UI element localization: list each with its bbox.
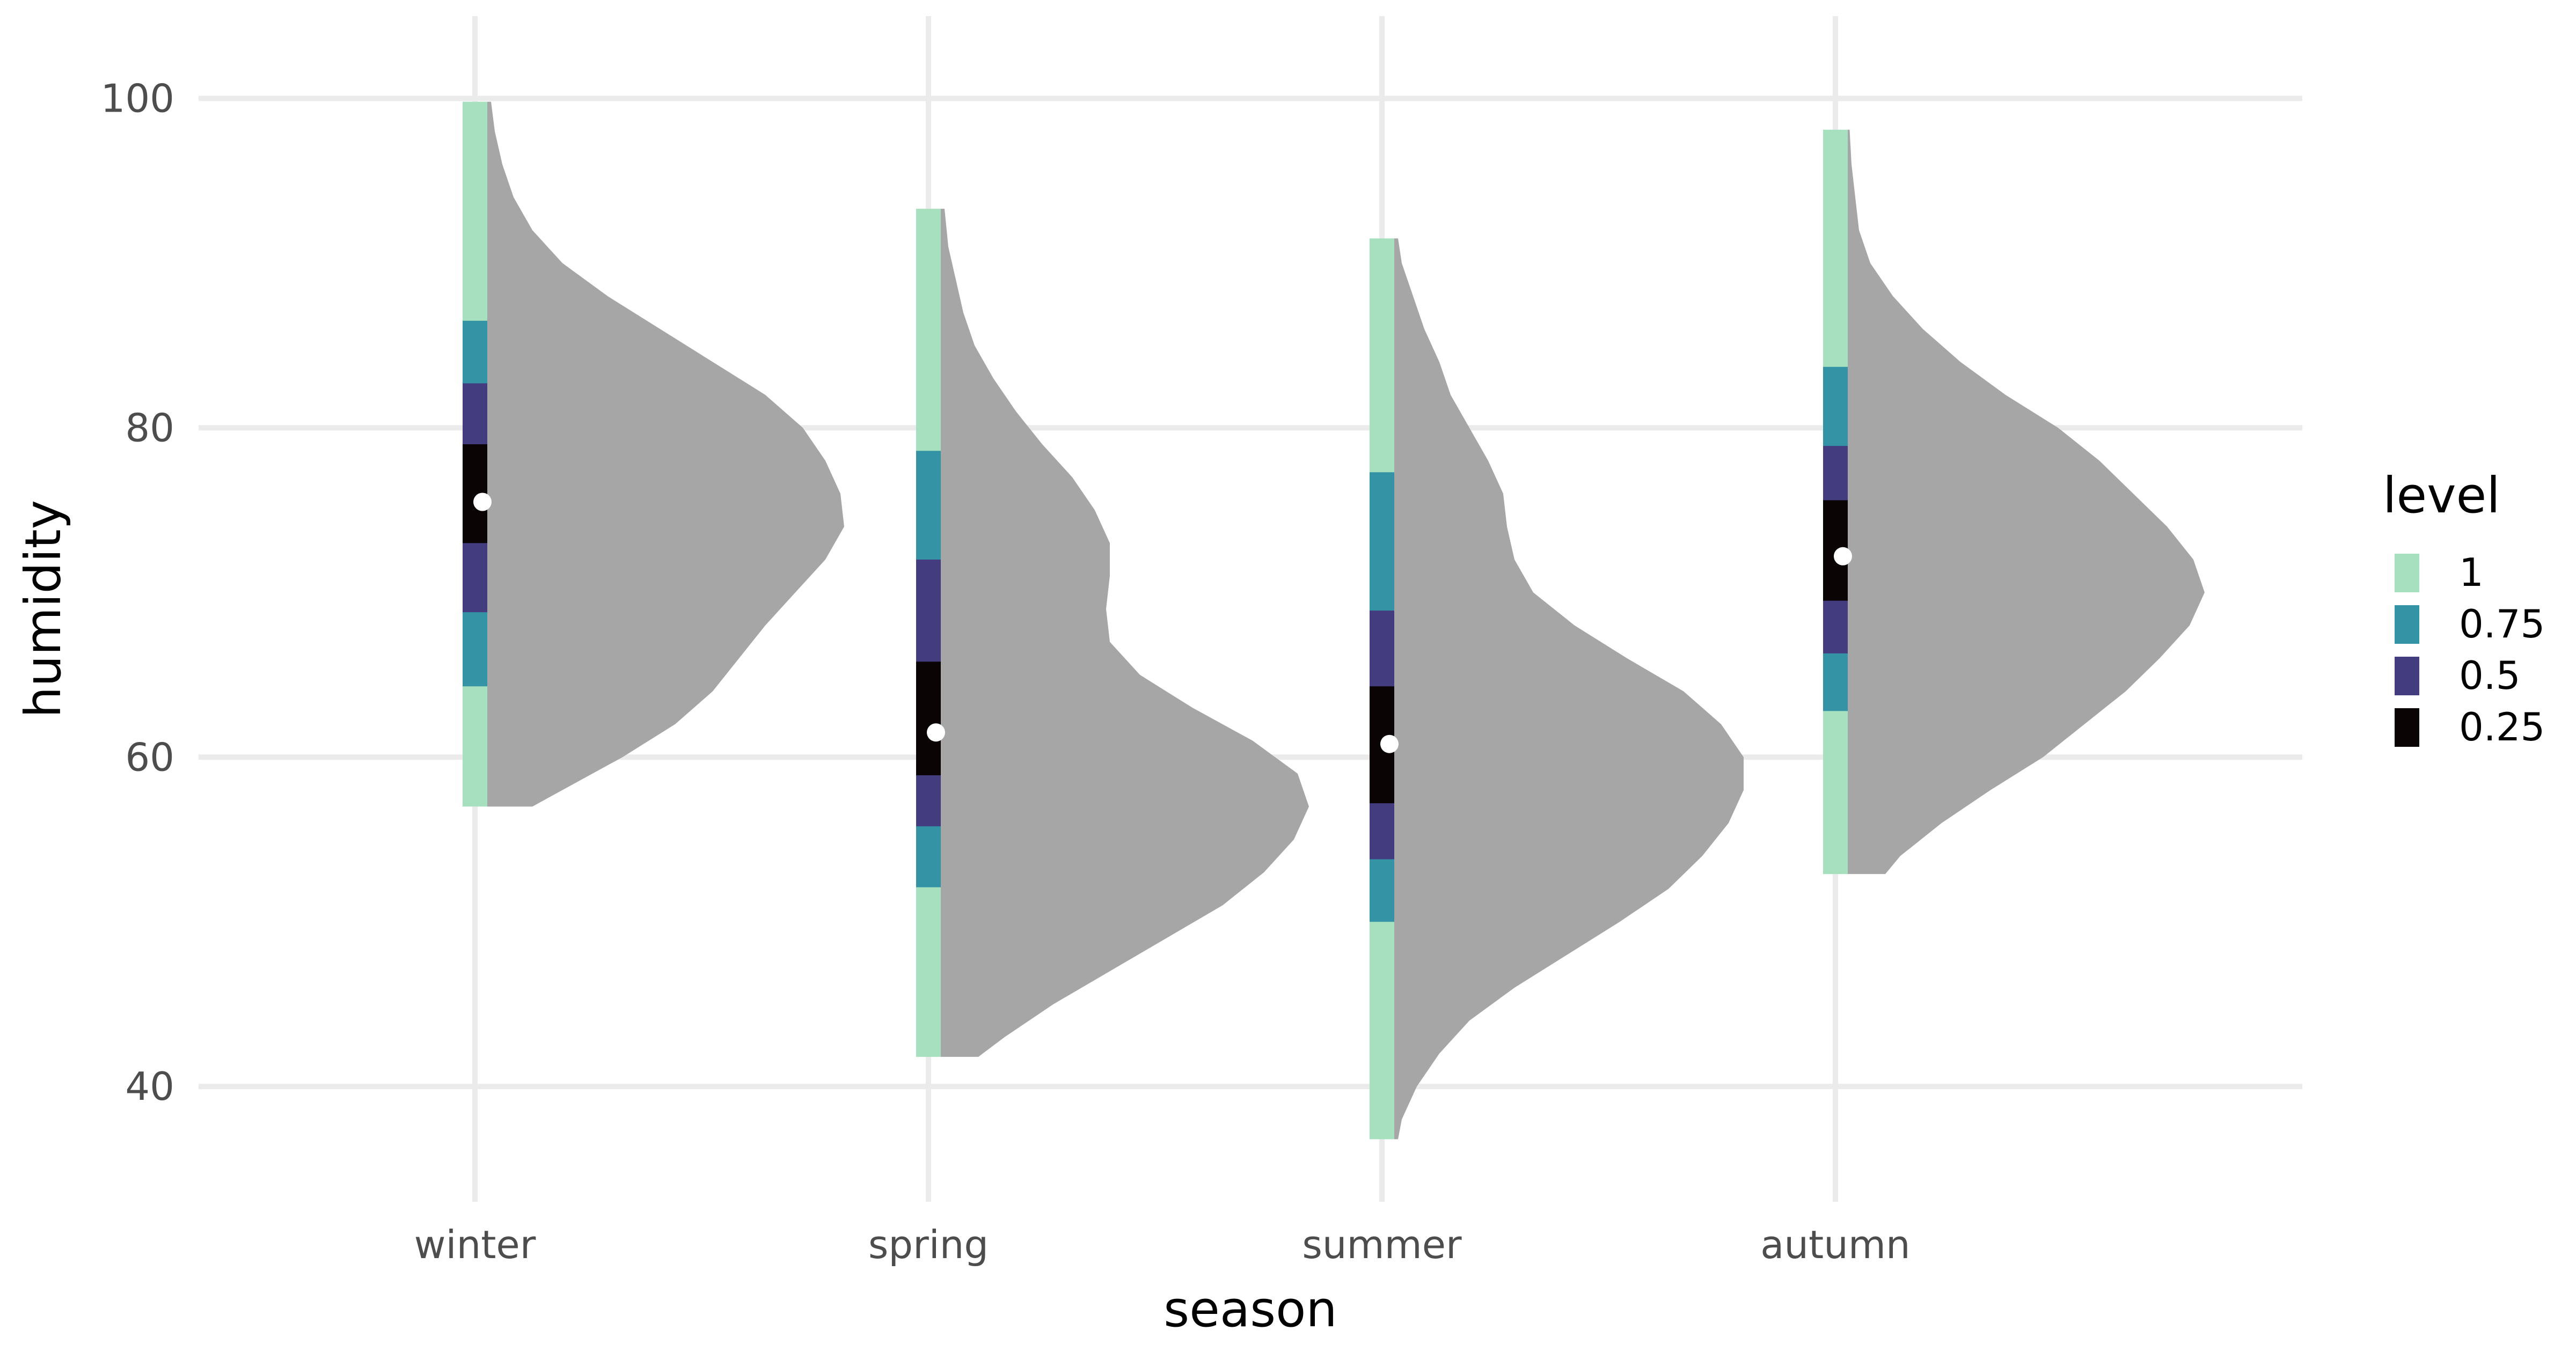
median-point-summer: [1380, 734, 1399, 753]
x-axis-title: season: [1163, 1281, 1337, 1338]
x-tick-label: autumn: [1760, 1222, 1910, 1267]
x-tick-label: spring: [868, 1222, 989, 1267]
legend-label: 1: [2459, 550, 2484, 595]
tick-layer: 40 60 80 100 winter spring summer autumn: [101, 76, 1911, 1267]
density-winter: [487, 101, 844, 807]
density-spring: [941, 209, 1309, 1057]
interval-spring-0.25: [916, 662, 941, 776]
legend-label: 0.5: [2459, 653, 2521, 698]
legend-swatch: [2395, 708, 2419, 747]
legend-title: level: [2383, 467, 2500, 524]
legend-items: 1 0.75 0.5 0.25: [2395, 550, 2545, 750]
x-tick-label: winter: [414, 1222, 536, 1267]
density-layer: [487, 101, 2205, 1140]
legend-label: 0.25: [2459, 704, 2545, 750]
y-tick-label: 100: [101, 76, 174, 121]
y-tick-label: 80: [125, 405, 174, 450]
legend-swatch: [2395, 657, 2419, 695]
density-summer: [1394, 238, 1744, 1140]
median-point-spring: [927, 723, 945, 742]
y-axis-title: humidity: [14, 500, 72, 718]
density-autumn: [1848, 129, 2205, 875]
median-point-autumn: [1834, 547, 1852, 565]
legend-swatch: [2395, 554, 2419, 592]
legend-label: 0.75: [2459, 601, 2545, 646]
point-layer: [473, 493, 1852, 753]
x-tick-label: summer: [1302, 1222, 1462, 1267]
median-point-winter: [473, 493, 492, 511]
legend-swatch: [2395, 605, 2419, 644]
legend: level 1 0.75 0.5 0.25: [2383, 467, 2545, 750]
y-tick-label: 60: [125, 734, 174, 780]
y-tick-label: 40: [125, 1064, 174, 1109]
